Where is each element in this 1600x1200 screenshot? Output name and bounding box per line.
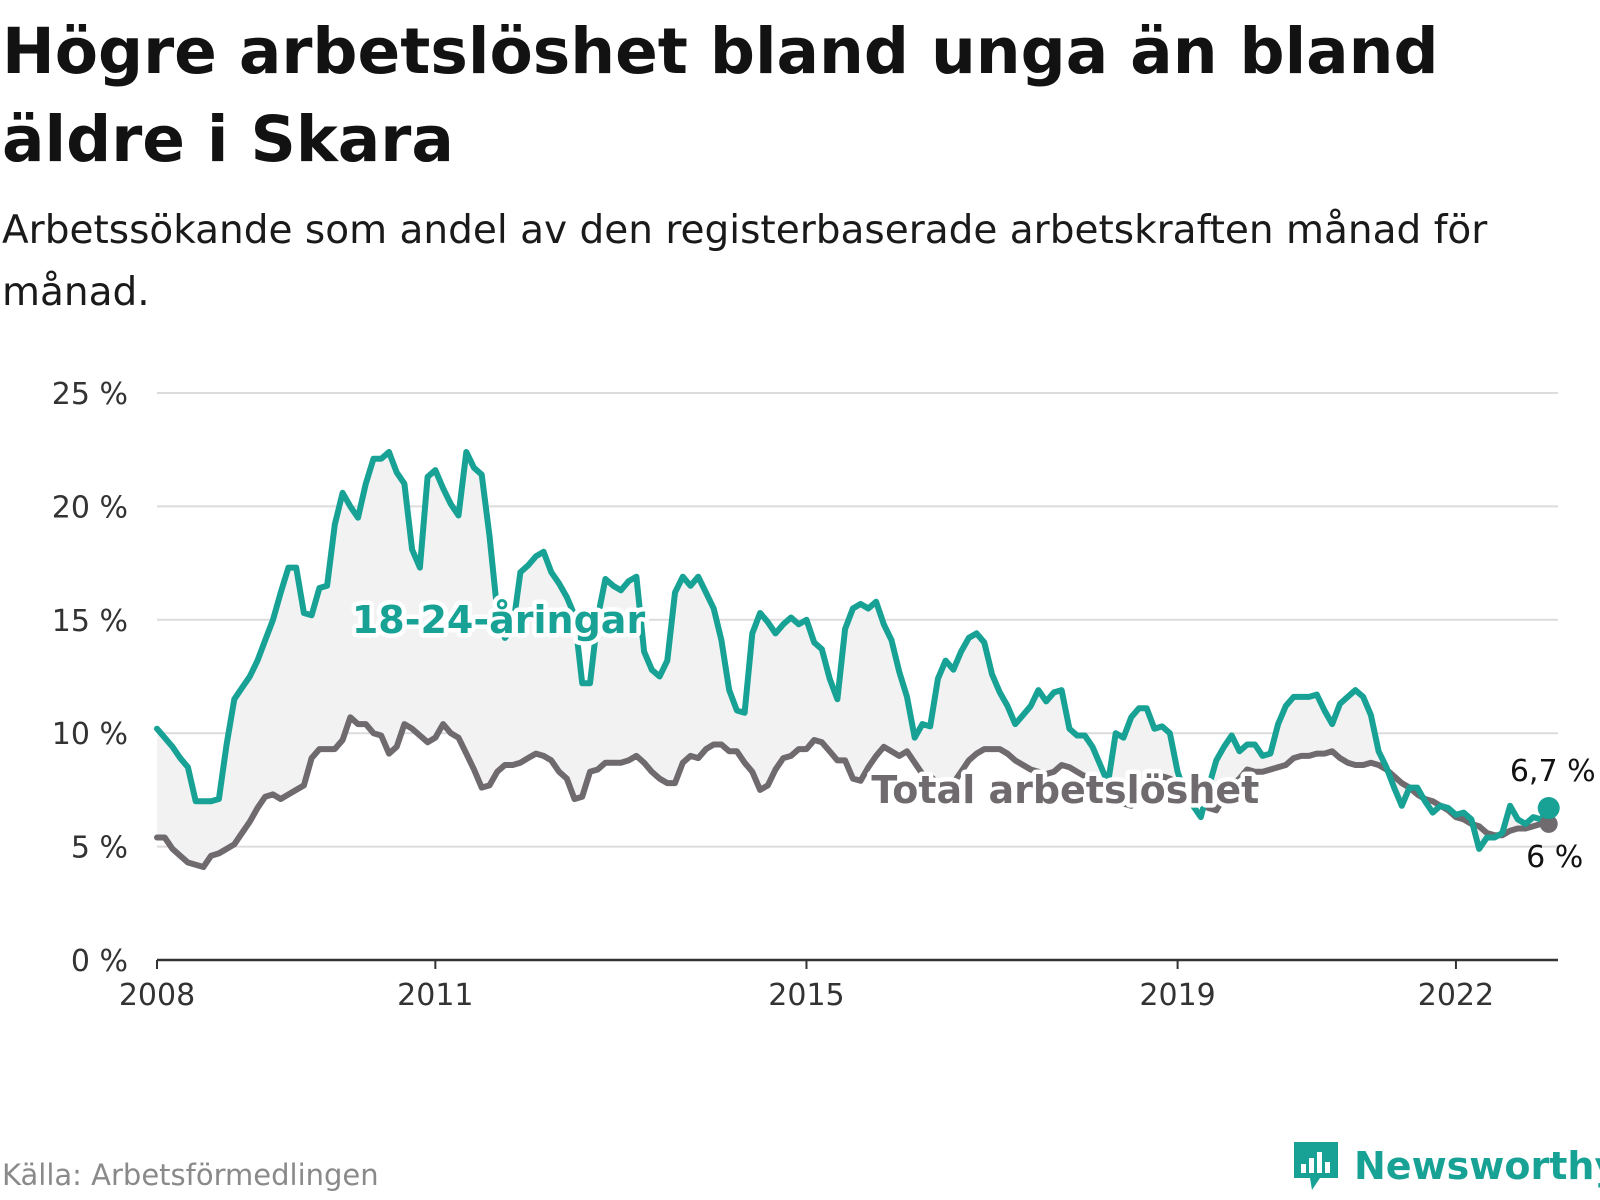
difference-band — [157, 452, 1549, 867]
grid-layer: 0 % 5 % 10 % 15 % 20 % 25 % — [52, 377, 1558, 979]
y-tick-label: 0 % — [71, 944, 128, 979]
label-layer: 6,7 % 6 % 18-24-åringar Total arbetslöshet — [347, 593, 1596, 875]
x-tick-label: 2011 — [397, 978, 473, 1013]
youth-series-line — [154, 449, 1552, 852]
y-tick-label: 25 % — [52, 377, 128, 412]
youth-end-label: 6,7 % — [1510, 754, 1596, 789]
brand-logo[interactable]: Newsworthy — [1290, 1138, 1600, 1194]
total-series-label: Total arbetslöshet — [871, 768, 1259, 812]
youth-end-marker — [1537, 797, 1560, 820]
total-series-line — [154, 714, 1552, 870]
total-end-label: 6 % — [1526, 840, 1583, 875]
y-tick-label: 5 % — [71, 831, 128, 866]
series-layer — [154, 449, 1560, 870]
brand-name: Newsworthy — [1354, 1144, 1600, 1188]
chart-subtitle: Arbetssökande som andel av den registerb… — [2, 208, 1488, 315]
y-tick-label: 10 % — [52, 717, 128, 752]
total-end-marker — [1539, 814, 1558, 833]
newsworthy-logo-icon — [1294, 1142, 1338, 1190]
x-tick-label: 2019 — [1139, 978, 1215, 1013]
y-tick-label: 20 % — [52, 490, 128, 525]
youth-series-label: 18-24-åringar — [352, 598, 646, 642]
x-axis: 2008 2011 2015 2019 2022 — [119, 958, 1558, 1013]
x-tick-label: 2008 — [119, 978, 195, 1013]
line-chart: 0 %5 %10 %15 %20 %25 % 2008 2011 2015 2019 2… — [52, 377, 1596, 1013]
x-tick-label: 2022 — [1418, 978, 1494, 1013]
chart-title: Högre arbetslöshet bland unga än bland ä… — [2, 15, 1439, 176]
source-note: Källa: Arbetsförmedlingen — [2, 1158, 379, 1192]
x-tick-label: 2015 — [768, 978, 844, 1013]
y-tick-label: 15 % — [52, 604, 128, 639]
